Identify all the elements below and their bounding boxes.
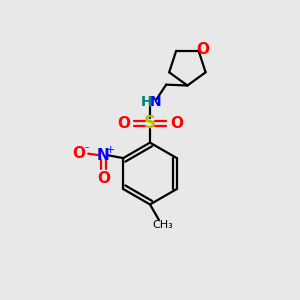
Text: N: N: [149, 95, 161, 109]
Text: +: +: [106, 145, 115, 155]
Text: N: N: [97, 148, 110, 163]
Text: O: O: [170, 116, 183, 131]
Text: O: O: [72, 146, 85, 161]
Text: H: H: [141, 95, 152, 109]
Text: -: -: [84, 141, 88, 154]
Text: O: O: [97, 171, 110, 186]
Text: O: O: [117, 116, 130, 131]
Text: S: S: [144, 115, 156, 133]
Text: CH₃: CH₃: [152, 220, 173, 230]
Text: O: O: [196, 42, 209, 57]
